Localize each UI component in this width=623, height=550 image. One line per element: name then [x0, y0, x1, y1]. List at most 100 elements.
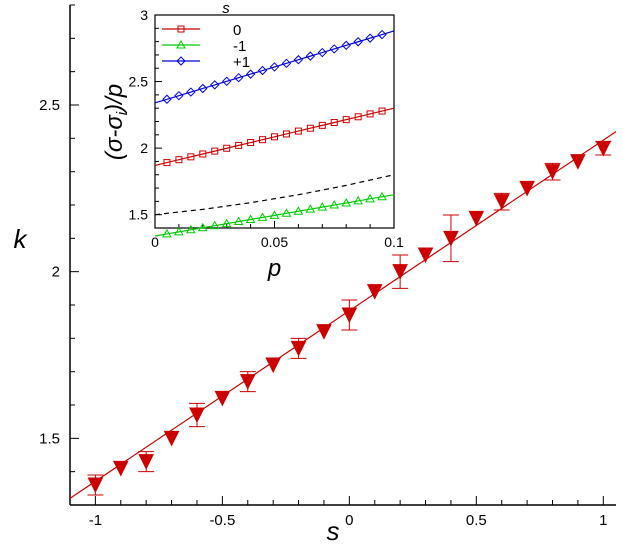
inset-data-point: [259, 136, 267, 144]
inset-data-point: [221, 76, 232, 87]
main-y-tick-label: 2: [52, 264, 60, 281]
inset-data-point: [247, 139, 255, 147]
inset-y-axis-title-subscript: i: [114, 111, 131, 115]
main-plot: -1 -0.5 0 0.5 1 1.5 2 2.5 s k: [14, 4, 617, 546]
inset-legend-item: -1: [162, 38, 246, 55]
inset-y-tick-label: 3: [140, 7, 148, 23]
inset-data-point: [294, 127, 302, 135]
inset-data-point: [199, 150, 207, 158]
inset-data-point: [271, 133, 278, 141]
main-data-point: [392, 264, 408, 280]
main-data-point: [570, 154, 586, 170]
inset-y-axis-title: (σ-σi)/p: [101, 84, 131, 160]
inset-y-axis-title-main: (σ-σ: [101, 114, 128, 160]
main-y-tick-label: 2.5: [39, 97, 60, 114]
main-data-point: [112, 460, 129, 477]
inset-data-point: [353, 195, 364, 205]
inset-data-point: [209, 220, 220, 230]
main-data-point: [341, 307, 358, 324]
inset-x-tick-label: 0.1: [384, 234, 404, 250]
main-x-tick-label: -0.5: [209, 512, 235, 529]
inset-dashed-curve: [154, 174, 395, 216]
inset-data-point: [281, 58, 292, 69]
inset-data-point: [293, 55, 304, 65]
main-fit-line: [69, 131, 617, 499]
inset-y-axis-title-tail: )/p: [101, 84, 128, 115]
main-x-tick-label: -1: [89, 512, 102, 529]
main-data-point: [189, 407, 205, 424]
inset-data-point: [330, 118, 338, 126]
inset-data-point: [176, 39, 186, 49]
inset-data-point: [257, 212, 268, 221]
inset-data-point: [162, 228, 172, 238]
inset-series-line: [154, 107, 395, 167]
main-data-point: [443, 230, 459, 247]
main-y-tick-label: 1.5: [39, 430, 60, 447]
inset-data-point: [187, 153, 195, 161]
inset-data-point: [176, 56, 186, 66]
inset-data-point: [174, 90, 184, 101]
main-data-point: [544, 164, 561, 180]
inset-legend-item: +1: [162, 54, 250, 71]
inset-x-tick-label: 0: [151, 234, 159, 250]
inset-legend-label: +1: [233, 54, 250, 71]
main-data-point: [595, 140, 612, 157]
inset-legend: s0-1+1: [162, 0, 250, 71]
inset-legend-item: 0: [162, 22, 241, 39]
inset-data-point: [293, 206, 304, 215]
inset-data-point: [281, 208, 292, 217]
main-data-point: [265, 357, 281, 374]
inset-data-point: [233, 72, 244, 83]
inset-data-point: [174, 226, 184, 236]
inset-data-point: [306, 124, 314, 132]
inset-data-point: [366, 110, 374, 118]
inset-data-point: [305, 51, 316, 61]
main-data-point: [87, 477, 104, 494]
inset-series: [154, 29, 395, 104]
main-data-point: [163, 430, 180, 447]
inset-data-point: [221, 218, 232, 228]
inset-data-point: [317, 202, 328, 211]
main-y-axis-title: k: [14, 224, 29, 254]
inset-data-point: [318, 121, 326, 129]
inset-data-point: [377, 191, 387, 201]
inset-data-point: [341, 40, 351, 51]
inset-data-point: [365, 33, 375, 43]
inset-y-tick-label: 2: [140, 140, 148, 156]
inset-data-point: [233, 216, 244, 226]
inset-x-axis-title: p: [267, 255, 281, 282]
inset-data-point: [197, 222, 208, 232]
main-data-point: [290, 340, 307, 357]
inset-data-point: [317, 47, 328, 58]
main-x-tick-label: 1: [599, 512, 607, 529]
inset-data-point: [378, 107, 386, 115]
main-data-point: [417, 247, 434, 264]
inset-series: [154, 107, 395, 167]
inset-frame: [154, 14, 395, 229]
inset-legend-label: -1: [233, 38, 246, 55]
inset-legend-title: s: [222, 0, 230, 17]
main-x-axis-title: s: [327, 516, 340, 545]
inset-data-point: [211, 147, 219, 155]
main-x-tick-label: 0: [345, 512, 353, 529]
main-x-tick-label: 0.5: [466, 512, 487, 529]
main-data-point: [316, 324, 332, 340]
inset-data-point: [365, 193, 375, 203]
inset-series-line: [154, 194, 395, 237]
main-data-point: [468, 210, 485, 227]
inset-data-point: [245, 69, 256, 79]
inset-data-point: [282, 130, 290, 138]
main-data-point: [138, 454, 154, 470]
inset-series: [154, 191, 395, 238]
inset-legend-label: 0: [233, 22, 241, 39]
inset-data-point: [163, 159, 171, 167]
main-data-point: [493, 194, 510, 210]
inset-data-point: [185, 224, 196, 234]
main-data-point: [519, 180, 535, 197]
inset-data-point: [341, 197, 352, 207]
inset-data-point: [305, 204, 316, 213]
inset-data-point: [177, 25, 185, 33]
inset-data-point: [235, 141, 243, 149]
main-data-point: [239, 374, 256, 390]
